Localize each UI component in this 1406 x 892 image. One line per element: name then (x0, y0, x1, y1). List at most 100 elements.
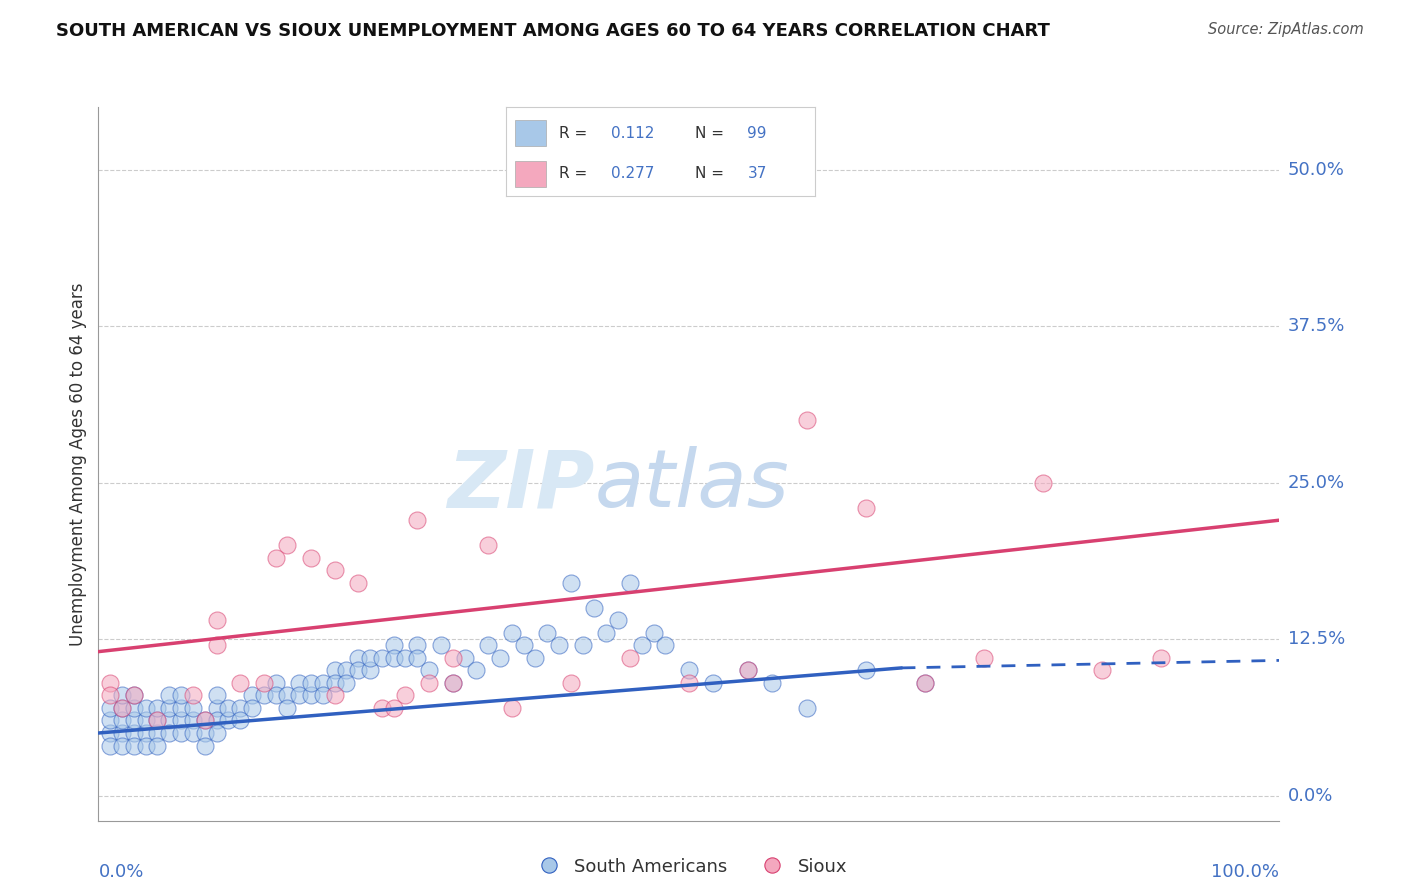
Point (1150, 651, 1173, 665)
Point (276, 689, 298, 703)
Point (146, 701, 169, 715)
Point (205, 714, 228, 728)
Point (973, 651, 995, 665)
Point (914, 676, 936, 690)
Point (512, 639, 534, 653)
Text: R =: R = (558, 127, 592, 141)
Point (217, 714, 239, 728)
Point (914, 676, 936, 690)
Point (371, 651, 394, 665)
Point (406, 651, 429, 665)
Point (146, 714, 169, 728)
Text: 25.0%: 25.0% (1288, 474, 1346, 491)
Point (98, 701, 121, 715)
Point (299, 676, 322, 690)
Text: 100.0%: 100.0% (1212, 863, 1279, 881)
Text: SOUTH AMERICAN VS SIOUX UNEMPLOYMENT AMONG AGES 60 TO 64 YEARS CORRELATION CHART: SOUTH AMERICAN VS SIOUX UNEMPLOYMENT AMO… (56, 22, 1050, 40)
Point (359, 664, 381, 678)
Point (122, 701, 145, 715)
Point (359, 651, 381, 665)
Point (406, 513, 429, 527)
Point (253, 689, 276, 703)
Point (194, 739, 217, 753)
Point (276, 701, 298, 715)
Point (205, 701, 228, 715)
Point (1091, 664, 1114, 678)
Point (702, 676, 724, 690)
Point (489, 651, 512, 665)
Point (571, 639, 593, 653)
Point (619, 575, 641, 590)
Text: 99: 99 (748, 127, 766, 141)
Point (181, 689, 204, 703)
Point (194, 714, 217, 728)
Point (382, 701, 405, 715)
Point (264, 550, 287, 565)
Point (157, 714, 180, 728)
Point (111, 689, 134, 703)
Point (1032, 475, 1054, 490)
Point (548, 639, 571, 653)
Point (619, 651, 641, 665)
Point (111, 701, 134, 715)
Point (288, 676, 311, 690)
Point (371, 701, 394, 715)
Point (122, 689, 145, 703)
Point (111, 701, 134, 715)
Point (240, 689, 263, 703)
Point (406, 639, 429, 653)
Point (299, 550, 322, 565)
Point (595, 625, 617, 640)
Point (607, 613, 630, 627)
Text: 12.5%: 12.5% (1288, 630, 1346, 648)
Point (229, 701, 252, 715)
Point (323, 563, 346, 577)
Point (347, 651, 370, 665)
Point (253, 676, 276, 690)
Point (382, 651, 405, 665)
Point (630, 639, 652, 653)
Point (264, 689, 287, 703)
Point (453, 651, 475, 665)
Point (335, 664, 357, 678)
Point (194, 726, 217, 740)
Point (501, 701, 523, 715)
Point (146, 739, 169, 753)
Point (146, 726, 169, 740)
Point (98, 739, 121, 753)
Point (394, 689, 416, 703)
Text: 37: 37 (748, 167, 766, 181)
Point (583, 600, 606, 615)
Point (170, 689, 193, 703)
Point (205, 639, 228, 653)
Point (181, 701, 204, 715)
Point (323, 664, 346, 678)
Point (205, 689, 228, 703)
Point (146, 714, 169, 728)
Text: 0.277: 0.277 (612, 167, 655, 181)
Text: 0.0%: 0.0% (98, 863, 143, 881)
FancyBboxPatch shape (516, 161, 547, 187)
Point (240, 701, 263, 715)
Point (157, 726, 180, 740)
Point (323, 676, 346, 690)
Point (418, 676, 440, 690)
Point (441, 676, 464, 690)
Point (796, 413, 818, 427)
Point (170, 701, 193, 715)
Point (122, 714, 145, 728)
Point (111, 739, 134, 753)
Point (654, 639, 676, 653)
Point (135, 739, 157, 753)
Point (323, 689, 346, 703)
Point (855, 664, 877, 678)
Legend: South Americans, Sioux: South Americans, Sioux (523, 851, 855, 883)
Point (111, 726, 134, 740)
Point (181, 714, 204, 728)
FancyBboxPatch shape (516, 120, 547, 146)
Text: ZIP: ZIP (447, 446, 595, 524)
Point (229, 676, 252, 690)
Point (312, 676, 335, 690)
Point (135, 714, 157, 728)
Point (98, 726, 121, 740)
